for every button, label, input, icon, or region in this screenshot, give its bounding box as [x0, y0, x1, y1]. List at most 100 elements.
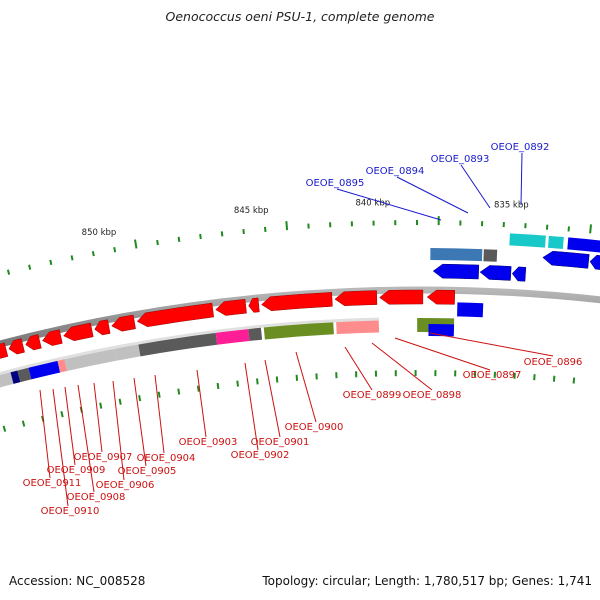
cog-block [10, 368, 21, 384]
gene-forward-arrow [479, 265, 512, 281]
scale-tick-inner [118, 398, 122, 405]
gene-forward-box [428, 324, 455, 337]
gene-reverse-arrow [426, 289, 456, 305]
gene-forward-arrow [589, 254, 600, 270]
scale-tick-inner [2, 425, 7, 432]
gene-reverse-arrow [215, 298, 247, 316]
gene-forward-box [457, 302, 484, 318]
gene-reverse-arrow [379, 289, 424, 305]
label-leader-upper [336, 188, 442, 221]
gene-cog-block [483, 249, 498, 262]
gene-reverse-arrow [334, 290, 378, 306]
gene-label-lower: OEOE_0899 [343, 390, 402, 401]
label-leader-lower [295, 351, 317, 423]
scale-tick-inner [21, 420, 26, 427]
scale-label: 850 kbp [82, 228, 117, 238]
gene-forward-arrow [542, 250, 590, 269]
scale-tick-outer [242, 228, 245, 235]
gene-label-lower: OEOE_0901 [251, 437, 310, 448]
cog-block [138, 330, 218, 357]
scale-tick-inner [157, 391, 161, 398]
scale-tick-outer [199, 233, 202, 240]
gene-reverse-arrow [248, 297, 260, 313]
label-leader-lower [112, 380, 125, 481]
scale-tick-outer [70, 255, 74, 261]
gene-label-lower: OEOE_0911 [23, 478, 82, 489]
label-leader-lower [371, 342, 433, 391]
cog-block [247, 325, 263, 342]
scale-label: 845 kbp [234, 206, 269, 216]
gene-label-lower: OEOE_0905 [118, 466, 177, 477]
label-leader-lower [154, 374, 165, 454]
label-leader-upper [520, 152, 523, 206]
gene-label-upper: OEOE_0893 [431, 154, 490, 165]
scale-tick-outer [285, 221, 289, 231]
gene-label-lower: OEOE_0906 [96, 480, 155, 491]
scale-tick-inner [99, 402, 103, 409]
gene-label-lower: OEOE_0907 [74, 452, 133, 463]
scale-tick-outer [28, 264, 32, 270]
scale-label: 835 kbp [494, 200, 529, 210]
gene-label-lower: OEOE_0909 [47, 465, 106, 476]
gene-cog-block [430, 248, 483, 262]
genome-summary-text: Topology: circular; Length: 1,780,517 bp… [262, 574, 592, 588]
gene-reverse-arrow [261, 292, 333, 311]
scale-tick-inner [552, 375, 556, 382]
gene-reverse-arrow [25, 334, 42, 351]
gene-reverse-arrow [8, 338, 25, 355]
gene-reverse-arrow [0, 342, 9, 359]
scale-tick-inner [60, 411, 64, 418]
scale-tick-outer [156, 239, 159, 246]
label-leader-lower [244, 362, 259, 451]
label-leader-lower [196, 369, 207, 438]
scale-tick-inner [177, 388, 181, 395]
gene-forward-arrow [432, 263, 480, 280]
label-leader-lower [394, 337, 491, 371]
gene-reverse-arrow [111, 314, 136, 332]
gene-label-lower: OEOE_0896 [524, 357, 583, 368]
label-leader-lower [344, 346, 373, 391]
cog-ring [0, 317, 455, 388]
label-leader-lower [93, 382, 103, 453]
gene-label-lower: OEOE_0900 [285, 422, 344, 433]
scale-tick-outer [6, 269, 11, 275]
scale-tick-inner [572, 377, 576, 384]
gene-cog-block [567, 237, 600, 253]
map-title: Oenococcus oeni PSU-1, complete genome [165, 9, 435, 24]
gene-label-upper: OEOE_0895 [306, 178, 365, 189]
scale-tick-outer [220, 231, 224, 237]
gene-reverse-arrow [136, 302, 214, 327]
gene-label-lower: OEOE_0897 [463, 370, 522, 381]
gene-label-lower: OEOE_0903 [179, 437, 238, 448]
label-leader-lower [264, 359, 281, 438]
scale-tick-inner [256, 378, 259, 385]
scale-tick-inner [138, 394, 142, 402]
gene-label-lower: OEOE_0902 [231, 450, 290, 461]
label-leader-lower [133, 377, 147, 467]
scale-tick-outer [49, 259, 53, 266]
cog-block [63, 346, 117, 371]
gene-cog-block [509, 233, 546, 248]
cog-block [16, 365, 32, 383]
gene-label-lower: OEOE_0904 [137, 453, 196, 464]
accession-text: Accession: NC_008528 [9, 574, 146, 588]
gene-label-lower: OEOE_0908 [67, 492, 126, 503]
label-leader-lower [39, 389, 51, 479]
scale-ticks: 835 kbp 840 kbp 845 kbp 850 kbp [2, 199, 593, 432]
scale-tick-outer [177, 236, 181, 243]
cog-block [0, 370, 14, 388]
label-leader-lower [64, 386, 76, 466]
gene-ring [0, 233, 600, 359]
gene-forward-arrow [511, 266, 527, 282]
gene-label-upper: OEOE_0894 [366, 166, 425, 177]
scale-label: 840 kbp [355, 199, 390, 209]
scale-tick-outer [589, 224, 593, 234]
gene-cog-block [547, 235, 564, 249]
cog-block [57, 357, 68, 373]
cog-block [336, 318, 380, 335]
scale-tick-inner [216, 382, 220, 390]
label-leader-upper [396, 176, 469, 214]
gene-reverse-arrow [63, 322, 94, 342]
